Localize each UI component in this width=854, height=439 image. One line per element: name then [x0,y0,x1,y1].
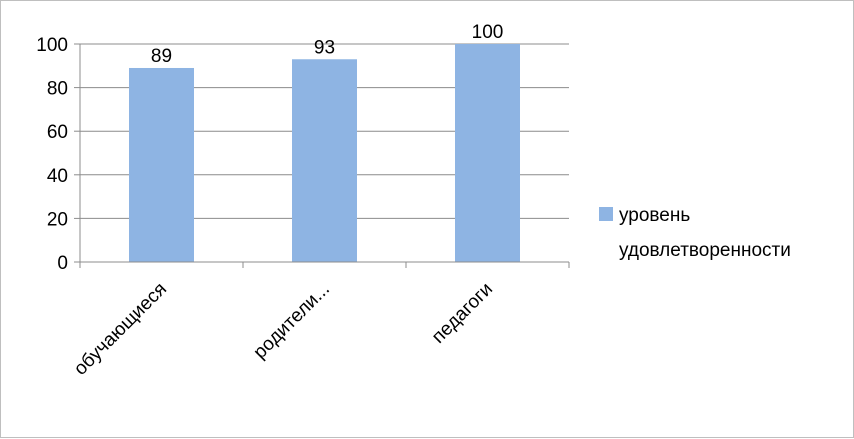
bars [129,44,520,263]
y-tick-label: 40 [47,166,68,187]
y-tick-label: 100 [36,35,68,56]
y-tick-label: 20 [47,209,68,230]
legend-swatch [599,207,613,221]
legend: уровень удовлетворенности [599,205,791,261]
category-label: обучающиеся [70,279,171,380]
category-label: родители... [250,279,334,363]
data-labels: 89 93 100 [151,22,503,67]
data-label: 93 [314,37,335,58]
axes [74,43,570,268]
bar [455,44,520,262]
y-tick-label: 0 [57,253,68,274]
y-tick-label: 80 [47,79,68,100]
data-label: 89 [151,46,172,67]
legend-label-line-2: удовлетворенности [619,240,791,261]
bar [129,67,194,262]
data-label: 100 [472,22,504,43]
y-tick-label: 60 [47,122,68,143]
bar [292,59,357,263]
category-labels: обучающиеся родители... педагоги [70,279,497,380]
y-tick-labels: 0 20 40 60 80 100 [36,35,68,274]
legend-label-line-1: уровень [619,205,690,226]
category-label: педагоги [428,279,497,348]
